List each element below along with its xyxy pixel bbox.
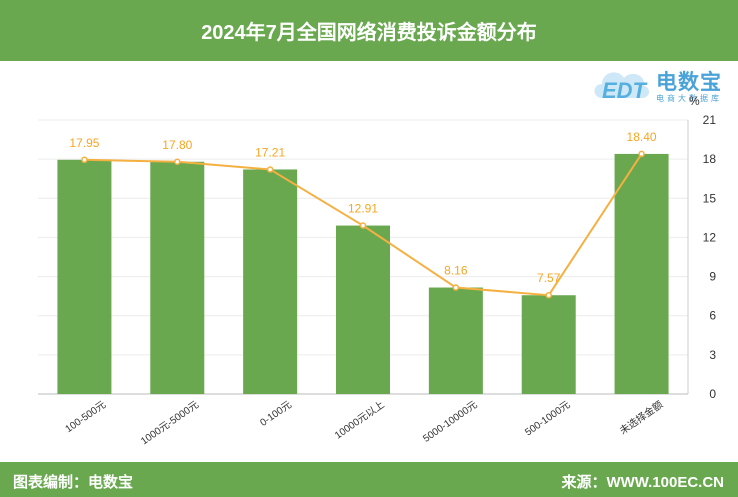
- footer-editor: 图表编制：电数宝: [13, 474, 134, 491]
- x-tick-label: 1000元-5000元: [139, 399, 201, 447]
- data-label: 12.91: [348, 202, 378, 216]
- bar: [150, 161, 205, 394]
- brand-logo: EDT 电数宝 电商大数据库: [590, 62, 730, 106]
- bar: [428, 287, 483, 394]
- line-point: [452, 284, 460, 291]
- logo-brand-text: 电数宝: [656, 71, 722, 94]
- bar: [614, 153, 669, 394]
- y-tick-label: 18: [703, 152, 717, 166]
- data-label: 7.57: [537, 271, 561, 285]
- x-tick-label: 10000元以上: [332, 399, 386, 442]
- line-point: [545, 291, 552, 299]
- y-axis-unit: %: [689, 94, 700, 108]
- x-tick-label: 未选择金额: [617, 398, 665, 437]
- x-tick-label: 5000-10000元: [421, 399, 479, 444]
- bar: [243, 169, 298, 394]
- data-label: 17.21: [255, 145, 285, 159]
- logo-edt-text: EDT: [602, 78, 646, 103]
- y-tick-label: 15: [703, 191, 717, 205]
- chart-title-bar: 2024年7月全国网络消费投诉金额分布: [0, 0, 738, 61]
- bar-line-chart: 0 3 6 9 12 15 18 21 17.95 17.80 17.21 12.91 8.16 7.57…: [38, 113, 717, 447]
- data-label: 17.80: [162, 138, 192, 152]
- line-point: [81, 156, 88, 164]
- line-point: [638, 150, 645, 158]
- bar: [521, 295, 576, 394]
- y-tick-label: 21: [703, 113, 717, 127]
- data-label: 17.95: [69, 136, 99, 150]
- chart-title: 2024年7月全国网络消费投诉金额分布: [201, 22, 537, 44]
- logo-tagline: 电商大数据库: [656, 94, 722, 103]
- y-tick-label: 12: [703, 230, 717, 244]
- bar: [57, 159, 112, 394]
- footer-source: 来源：WWW.100EC.CN: [561, 474, 724, 491]
- bar: [336, 225, 390, 394]
- cloud-icon: [594, 72, 650, 98]
- line-point: [174, 158, 181, 166]
- x-tick-label: 100-500元: [64, 399, 109, 435]
- line-point: [266, 166, 274, 173]
- y-tick-label: 6: [709, 309, 716, 323]
- line-point: [359, 222, 367, 229]
- data-label: 18.40: [627, 130, 657, 144]
- x-tick-label: 0-100元: [258, 399, 293, 428]
- data-label: 8.16: [444, 264, 468, 278]
- x-tick-label: 500-1000元: [523, 399, 572, 438]
- y-tick-label: 9: [709, 270, 716, 284]
- y-tick-label: 0: [709, 387, 716, 401]
- footer-bar: 图表编制：电数宝 来源：WWW.100EC.CN: [0, 462, 738, 497]
- y-tick-label: 3: [709, 348, 716, 362]
